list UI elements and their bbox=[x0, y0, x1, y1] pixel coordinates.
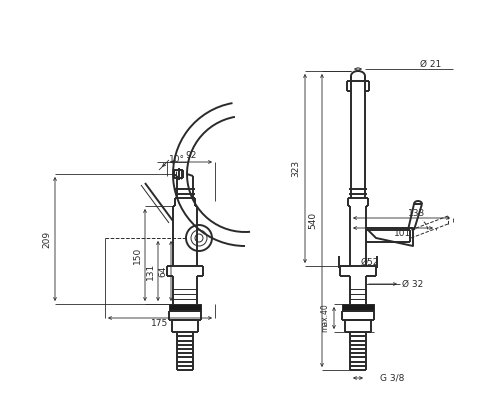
Text: 323: 323 bbox=[292, 160, 300, 177]
Polygon shape bbox=[366, 228, 413, 246]
Text: 101: 101 bbox=[394, 228, 411, 238]
Text: Ø 21: Ø 21 bbox=[420, 60, 442, 68]
Text: 10°: 10° bbox=[169, 154, 185, 164]
Text: 209: 209 bbox=[42, 230, 51, 248]
Text: max.40: max.40 bbox=[320, 304, 330, 332]
Text: 92: 92 bbox=[186, 152, 196, 160]
Text: 133: 133 bbox=[408, 208, 425, 218]
Text: G 3/8: G 3/8 bbox=[380, 374, 404, 382]
Bar bbox=[342, 304, 374, 311]
Text: 64: 64 bbox=[158, 265, 168, 277]
Text: Ø52: Ø52 bbox=[361, 258, 380, 266]
Text: 540: 540 bbox=[308, 212, 318, 229]
Text: 150: 150 bbox=[132, 246, 141, 264]
Text: Ø 32: Ø 32 bbox=[402, 280, 423, 288]
Text: 175: 175 bbox=[152, 320, 168, 328]
Text: 131: 131 bbox=[146, 262, 154, 280]
Bar bbox=[169, 304, 201, 311]
